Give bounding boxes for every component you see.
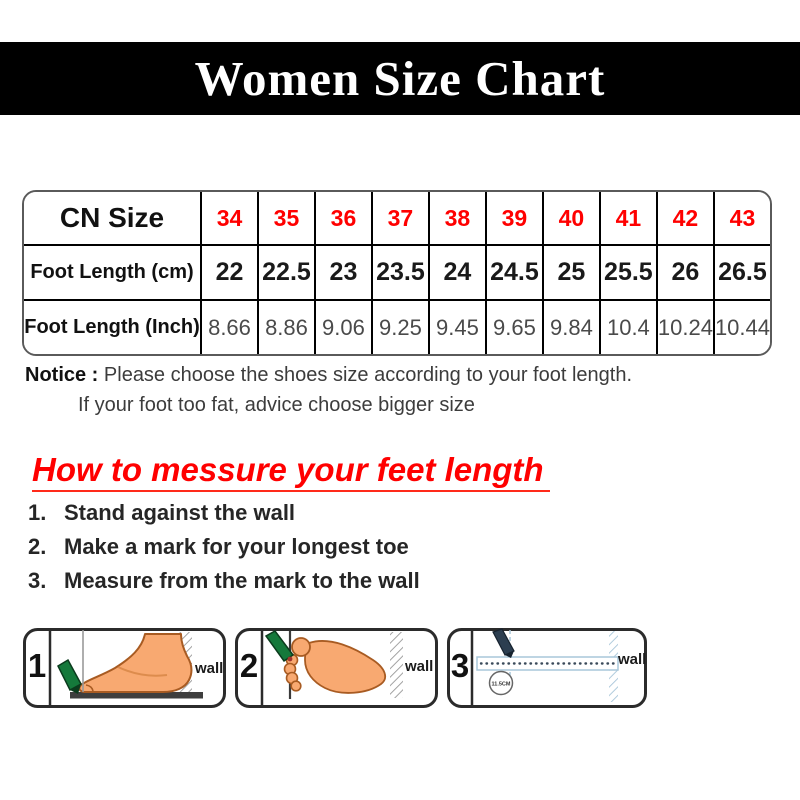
title-banner: Women Size Chart	[0, 42, 800, 115]
foot-length-inch-value: 8.66	[200, 299, 257, 354]
wall-label: wall	[194, 660, 223, 677]
notice-block: Notice : Please choose the shoes size ac…	[25, 364, 632, 417]
notice-line-1: Notice : Please choose the shoes size ac…	[25, 364, 632, 387]
cn-size-value: 39	[484, 192, 542, 244]
measure-panel-1: 1 wall	[23, 628, 226, 708]
foot-length-cm-value: 23.5	[370, 244, 428, 299]
foot-length-cm-value: 25.5	[598, 244, 656, 299]
cn-size-value: 43	[712, 192, 770, 244]
step-text: Make a mark for your longest toe	[64, 534, 409, 559]
row-label-foot-length-cm: Foot Length (cm)	[24, 244, 200, 299]
step-text: Stand against the wall	[64, 500, 296, 525]
pencil-green-icon	[264, 630, 295, 663]
panel-number: 1	[28, 647, 46, 684]
pencil-mark	[287, 656, 293, 662]
wall-hatch-icon	[390, 632, 403, 698]
foot-length-inch-value: 10.24	[655, 299, 713, 354]
guide-heading: How to messure your feet length	[32, 451, 550, 492]
notice-label: Notice :	[25, 364, 99, 386]
step-number: 1.	[28, 500, 47, 525]
foot-length-inch-value: 9.06	[313, 299, 371, 354]
toe-line	[85, 684, 94, 692]
foot-length-inch-value: 9.65	[484, 299, 542, 354]
wall-label: wall	[617, 651, 646, 668]
foot-length-inch-value: 10.44	[712, 299, 770, 354]
foot-length-cm-value: 22.5	[256, 244, 314, 299]
measure-diagram-2: 2 wall	[235, 628, 438, 708]
wall-label: wall	[404, 658, 433, 675]
cn-size-value: 42	[655, 192, 713, 244]
foot-length-inch-value: 10.4	[598, 299, 656, 354]
step-item-2: 2. Make a mark for your longest toe	[28, 534, 420, 560]
notice-text-2: If your foot too fat, advice choose bigg…	[78, 394, 475, 416]
measure-diagram-1: 1 wall	[23, 628, 226, 708]
foot-length-inch-value: 8.86	[256, 299, 314, 354]
page-title: Women Size Chart	[194, 51, 606, 106]
foot-length-cm-value: 25	[541, 244, 599, 299]
foot-length-cm-value: 24	[427, 244, 485, 299]
step-item-1: 1. Stand against the wall	[28, 500, 420, 526]
foot-length-cm-value: 26.5	[712, 244, 770, 299]
row-label-cn-size: CN Size	[24, 192, 200, 244]
foot-length-cm-value: 26	[655, 244, 713, 299]
step-item-3: 3. Measure from the mark to the wall	[28, 568, 420, 594]
ground-line	[70, 692, 203, 699]
measure-diagram-3: 3 11.5CM wall	[447, 628, 647, 708]
foot-top-icon	[304, 640, 387, 694]
measure-panel-3: 3 11.5CM wall	[447, 628, 647, 708]
foot-length-cm-value: 23	[313, 244, 371, 299]
big-toe	[291, 637, 311, 657]
foot-length-inch-value: 9.45	[427, 299, 485, 354]
toe	[290, 680, 302, 692]
foot-side-icon	[78, 633, 193, 693]
foot-length-cm-value: 24.5	[484, 244, 542, 299]
pencil-tip	[70, 684, 81, 694]
notice-text-1: Please choose the shoes size according t…	[103, 364, 633, 386]
step-text: Measure from the mark to the wall	[64, 568, 420, 593]
panel-number: 2	[240, 647, 258, 684]
size-table: CN Size 34 35 36 37 38 39 40 41 42 43 Fo…	[22, 190, 772, 356]
foot-length-inch-value: 9.84	[541, 299, 599, 354]
cn-size-value: 38	[427, 192, 485, 244]
measure-panel-2: 2 wall	[235, 628, 438, 708]
step-number: 3.	[28, 568, 47, 593]
panel-number: 3	[451, 647, 469, 684]
cn-size-value: 37	[370, 192, 428, 244]
row-label-foot-length-inch: Foot Length (Inch)	[24, 299, 200, 354]
cn-size-value: 36	[313, 192, 371, 244]
cn-size-value: 40	[541, 192, 599, 244]
step-number: 2.	[28, 534, 47, 559]
foot-length-cm-value: 22	[200, 244, 257, 299]
foot-shade	[117, 666, 168, 677]
cn-size-value: 34	[200, 192, 257, 244]
length-circle	[488, 670, 514, 696]
cn-size-value: 41	[598, 192, 656, 244]
pencil-tip	[505, 651, 514, 658]
foot-length-inch-value: 9.25	[370, 299, 428, 354]
length-circle-label: 11.5CM	[492, 682, 511, 688]
cn-size-value: 35	[256, 192, 314, 244]
steps-list: 1. Stand against the wall 2. Make a mark…	[28, 500, 420, 602]
